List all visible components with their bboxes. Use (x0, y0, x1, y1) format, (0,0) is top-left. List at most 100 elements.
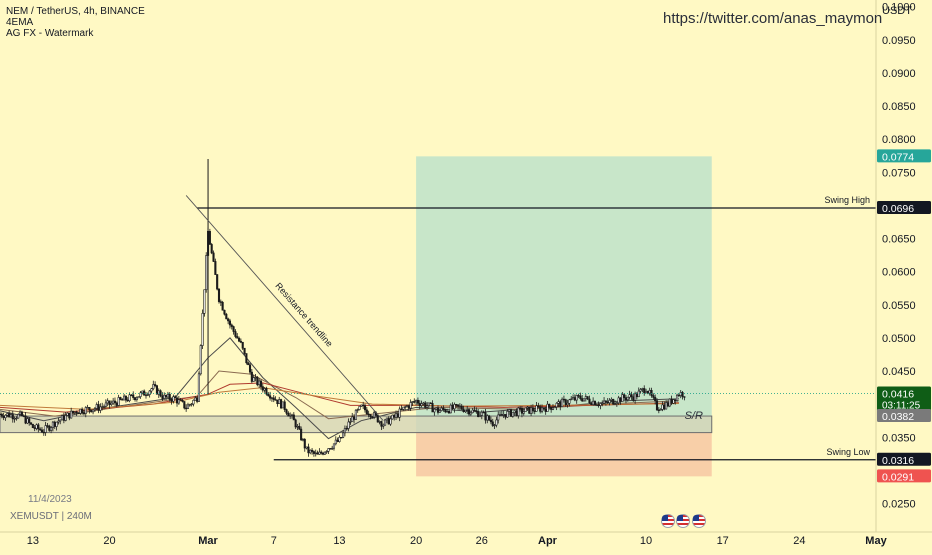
indicator-watermark-label[interactable]: AG FX - Watermark (6, 28, 94, 39)
candle-down (371, 416, 374, 419)
time-tick-label: 10 (640, 535, 652, 547)
candle-down (612, 398, 615, 405)
candle-down (663, 404, 666, 410)
candle-down (519, 407, 522, 410)
candle-up (557, 401, 560, 404)
candle-down (604, 400, 607, 403)
candle-down (37, 424, 40, 430)
candle-down (362, 404, 365, 407)
time-tick-label: 20 (410, 535, 422, 547)
candle-up (252, 377, 255, 382)
candle-down (227, 318, 230, 322)
candle-down (593, 400, 597, 406)
indicator-ema-label[interactable]: 4EMA (6, 17, 34, 28)
time-tick-label: 24 (793, 535, 805, 547)
candle-up (546, 403, 549, 412)
time-axis[interactable]: 13 20 Mar 7 13 20 26 Apr 10 17 24 May (0, 531, 932, 547)
candle-down (243, 347, 246, 354)
candle-down (294, 419, 297, 428)
candle-up (305, 446, 308, 449)
candle-down (654, 397, 657, 401)
candle-down (210, 244, 213, 254)
candle-down (276, 399, 279, 405)
economic-event-flag-icon[interactable] (661, 514, 675, 528)
stop-price-label: 0.0291 (882, 471, 914, 483)
candle-down (250, 371, 253, 382)
candle-down (352, 416, 356, 420)
candle-down (674, 399, 677, 402)
candle-up (571, 397, 575, 400)
candle-up (152, 384, 155, 390)
candle-down (179, 399, 182, 401)
candle-down (451, 404, 454, 410)
candle-down (624, 397, 628, 401)
candle-up (471, 409, 474, 414)
economic-event-flag-icon[interactable] (676, 514, 691, 528)
candle-down (623, 394, 626, 398)
price-tick-label: 0.0250 (882, 499, 916, 511)
candle-up (347, 421, 350, 429)
candle-down (225, 313, 228, 320)
candle-down (548, 403, 551, 408)
candle-down (504, 414, 507, 418)
candle-up (141, 390, 144, 394)
symbol-title[interactable]: NEM / TetherUS, 4h, BINANCE (6, 6, 145, 17)
target-price-label-bg (877, 149, 931, 163)
candle-down (597, 404, 600, 407)
candle-down (238, 337, 241, 342)
candle-up (466, 409, 469, 411)
price-tick-label: 0.0550 (882, 300, 916, 312)
candle-up (203, 289, 206, 314)
candle-up (391, 414, 394, 420)
candle-up (281, 401, 284, 409)
candle-up (486, 415, 489, 421)
candle-up (555, 402, 558, 408)
candle-up (190, 403, 193, 406)
economic-event-flag-icon[interactable] (691, 514, 706, 528)
entry-price-label: 0.0382 (882, 411, 914, 423)
price-tick-label: 0.0950 (882, 35, 916, 47)
candle-down (175, 397, 179, 404)
economic-events[interactable] (661, 514, 706, 528)
candle-down (143, 390, 146, 396)
price-tick-label: 0.0600 (882, 267, 916, 279)
candle-up (166, 393, 169, 398)
candle-up (535, 405, 538, 412)
candles-layer (0, 159, 686, 457)
candle-down (39, 428, 42, 431)
candle-down (245, 353, 248, 364)
candle-up (172, 396, 175, 402)
current-price-label: 0.0416 (882, 389, 914, 401)
candle-up (628, 394, 631, 398)
candle-down (48, 425, 51, 431)
price-axis[interactable]: 0.1000 0.0950 0.0900 0.0850 0.0800 0.0750 0.06… (875, 0, 932, 550)
candle-down (520, 408, 524, 414)
candle-up (349, 421, 352, 423)
candle-down (455, 404, 458, 406)
candle-down (29, 422, 33, 425)
candle-up (278, 399, 281, 405)
price-tick-label: 0.0650 (882, 234, 916, 246)
candle-up (95, 404, 98, 409)
candle-down (475, 410, 478, 412)
candle-up (478, 415, 482, 418)
time-tick-label: 26 (476, 535, 488, 547)
candle-up (440, 407, 443, 411)
candle-up (117, 397, 120, 406)
candle-up (639, 389, 642, 392)
candle-up (192, 399, 195, 405)
candle-up (621, 394, 624, 402)
candle-up (511, 412, 514, 417)
candle-down (33, 427, 36, 429)
candle-down (473, 409, 476, 412)
candle-down (108, 400, 111, 405)
candle-down (681, 392, 684, 397)
candle-up (524, 407, 527, 412)
candle-down (630, 394, 633, 398)
candle-down (320, 451, 323, 454)
candle-down (234, 331, 237, 337)
currency-label: USDT (882, 5, 912, 17)
candle-down (228, 320, 231, 326)
